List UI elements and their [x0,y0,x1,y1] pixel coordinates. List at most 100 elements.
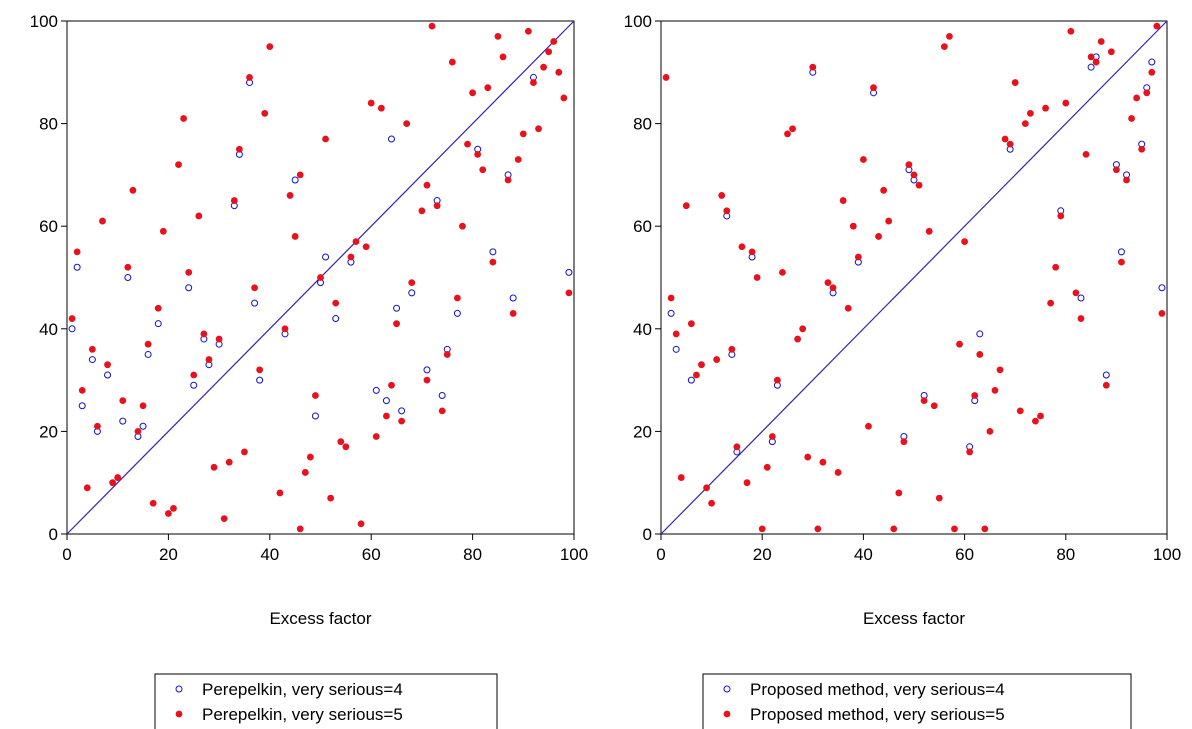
data-point-filled [129,186,137,194]
data-point-filled [266,43,274,51]
data-point-filled [119,397,127,405]
data-point-filled [753,274,761,281]
data-point-filled [514,156,522,163]
data-point-filled [337,438,345,446]
data-point-filled [991,386,999,394]
data-point-filled [1153,22,1161,30]
x-tick-label: 60 [362,545,381,564]
legend: Proposed method, very serious=4 Proposed … [702,673,1132,729]
data-point-open [104,371,112,379]
legend-label: Perepelkin, very serious=4 [202,680,403,699]
data-point-filled [398,417,406,425]
data-point-filled [1143,89,1151,97]
data-point-filled [1118,258,1125,266]
data-point-filled [428,22,436,30]
data-point-filled [291,233,299,240]
data-point-filled [1113,166,1120,174]
data-point-filled [246,74,253,81]
data-point-filled [535,125,542,133]
data-point-filled [190,371,198,379]
data-point-filled [327,494,335,502]
data-point-filled [1082,150,1090,158]
data-point-filled [418,207,426,215]
data-point-filled [1097,38,1105,45]
data-point-filled [763,463,771,471]
y-tick-label: 80 [633,115,652,134]
data-point-filled [1138,145,1146,153]
data-point-filled [388,381,395,389]
data-point-filled [494,32,502,40]
data-point-open [1102,371,1110,379]
x-tick-label: 20 [753,545,772,564]
data-point-filled [819,458,827,466]
data-point-filled [713,356,721,363]
data-point-filled [545,48,553,56]
x-tick-label: 0 [62,545,71,564]
data-point-open [332,315,340,323]
data-point-filled [332,299,340,307]
data-point-filled [1072,289,1080,297]
data-point-filled [976,351,984,358]
x-tick-label: 60 [955,545,974,564]
x-tick-label: 80 [1056,545,1075,564]
data-point-open [311,412,319,420]
x-tick-label: 0 [656,545,665,564]
data-point-filled [438,407,446,415]
data-point-filled [479,166,487,174]
data-point-filled [372,433,380,440]
data-point-filled [794,335,802,343]
data-point-filled [940,43,948,51]
data-point-filled [230,197,238,204]
data-point-filled [286,192,294,199]
data-point-open [291,176,299,184]
data-point-filled [88,345,96,353]
data-point-filled [139,402,147,410]
data-point-filled [195,212,203,220]
data-point-filled [317,274,324,281]
data-point-filled [890,525,898,533]
legend-box [702,673,1132,729]
data-point-filled [672,330,680,338]
data-point-filled [347,253,355,261]
data-point-filled [814,525,822,533]
legend-box [154,673,498,729]
data-point-filled [484,84,492,92]
data-point-filled [1052,263,1060,271]
data-point-filled [1107,48,1115,56]
data-point-open [453,309,461,317]
data-point-filled [870,84,877,92]
y-tick-label: 40 [39,320,58,339]
data-point-filled [433,202,441,210]
data-point-filled [738,243,746,251]
data-point-filled [215,335,223,343]
data-point-filled [885,217,893,225]
data-point-filled [946,32,953,40]
data-point-filled [1042,104,1049,112]
data-point-filled [403,120,411,127]
data-point-filled [276,489,284,497]
data-point-filled [698,361,705,369]
data-point-filled [83,484,91,492]
data-point-filled [565,289,573,297]
data-point-open [509,294,517,302]
data-point-filled [1057,212,1065,220]
data-point-filled [839,197,847,204]
data-point-filled [322,135,329,143]
y-tick-label: 20 [39,422,58,441]
data-point-filled [443,351,451,358]
data-point-filled [961,238,968,245]
data-point-filled [251,284,258,292]
data-point-filled [865,422,872,430]
legend-marker-filled [175,710,183,718]
data-point-filled [185,268,193,276]
data-point-open [408,289,416,297]
data-point-filled [804,453,812,461]
legend-marker-open [723,685,731,693]
data-point-filled [875,233,882,240]
y-tick-label: 20 [633,422,652,441]
x-tick-label: 20 [159,545,178,564]
data-point-filled [789,125,796,133]
data-point-filled [306,453,314,461]
data-point-filled [423,376,431,384]
data-point-filled [114,474,122,481]
